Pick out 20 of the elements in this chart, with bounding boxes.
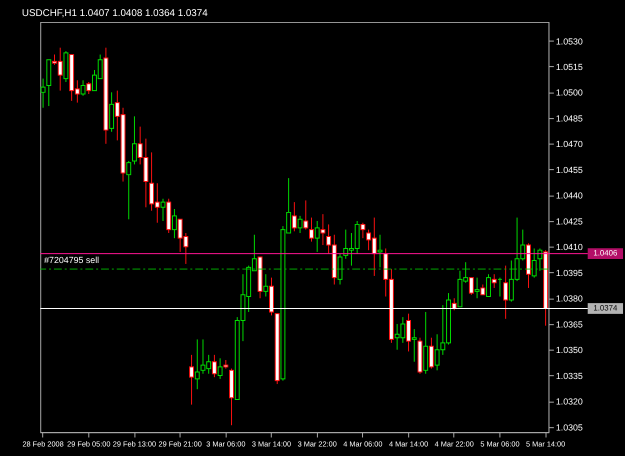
y-tick-label: 1.0410 <box>556 242 583 252</box>
y-tick-label: 1.0350 <box>556 345 583 356</box>
y-tick-label: 1.0500 <box>556 88 583 98</box>
y-tick-label: 1.0365 <box>556 319 583 330</box>
y-tick-label: 1.0380 <box>556 294 583 304</box>
y-tick-label: 1.0485 <box>556 113 583 124</box>
y-tick-label: 1.0530 <box>556 36 583 46</box>
y-tick-label: 1.0425 <box>556 216 583 226</box>
y-tick-label: 1.0395 <box>556 268 583 278</box>
y-tick-label: 1.0470 <box>556 139 583 150</box>
chart-title: USDCHF,H1 1.0407 1.0408 1.0364 1.0374 <box>22 8 208 20</box>
ref-line-label: 1.0406 <box>593 248 618 258</box>
y-tick-label: 1.0455 <box>556 164 583 175</box>
ref-line-label: #7204795 sell <box>44 255 100 266</box>
y-tick-label: 1.0335 <box>556 370 583 381</box>
ref-line-label: 1.0374 <box>593 303 618 312</box>
y-tick-label: 1.0515 <box>556 62 583 72</box>
y-tick-label: 1.0440 <box>556 190 583 201</box>
y-tick-label: 1.0320 <box>556 396 583 407</box>
y-tick-label: 1.0305 <box>556 422 583 432</box>
